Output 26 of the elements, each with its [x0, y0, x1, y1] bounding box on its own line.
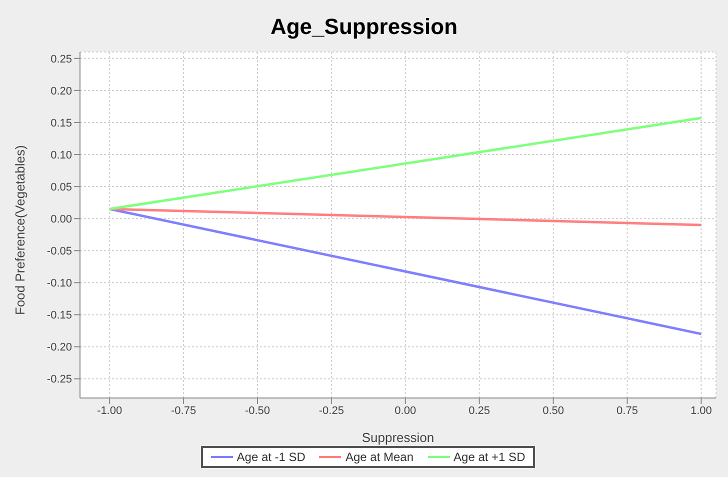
y-tick-label: 0.10 [50, 149, 72, 162]
y-tick-label: 0.00 [50, 214, 72, 226]
x-tick-label: 0.00 [394, 404, 416, 417]
legend-label: Age at +1 SD [452, 450, 526, 464]
legend-label: Age at -1 SD [236, 450, 306, 464]
x-tick-label: 0.50 [542, 404, 564, 417]
x-tick-label: 0.25 [468, 404, 490, 417]
y-tick-label: 0.05 [50, 181, 72, 194]
y-tick-label: 0.25 [50, 53, 72, 66]
x-axis-title: Suppression [362, 430, 434, 445]
legend-label: Age at Mean [344, 450, 414, 464]
y-tick-label: -0.05 [46, 246, 72, 258]
y-tick-label: -0.15 [46, 310, 72, 322]
chart-title: Age_Suppression [269, 14, 459, 40]
x-tick-label: -0.50 [244, 404, 270, 417]
y-tick-label: 0.20 [50, 85, 72, 98]
y-tick-label: -0.25 [46, 374, 72, 386]
x-tick-label: -1.00 [97, 404, 122, 417]
y-tick-label: 0.15 [50, 117, 72, 130]
x-tick-label: 0.75 [616, 404, 638, 417]
x-tick-label: -0.25 [318, 404, 344, 417]
y-axis-title: Food Preference(Vegetables) [12, 145, 28, 315]
y-tick-label: -0.10 [46, 278, 72, 290]
x-tick-label: -0.75 [170, 404, 196, 417]
y-tick-label: -0.20 [46, 342, 72, 354]
x-tick-label: 1.00 [690, 404, 712, 417]
